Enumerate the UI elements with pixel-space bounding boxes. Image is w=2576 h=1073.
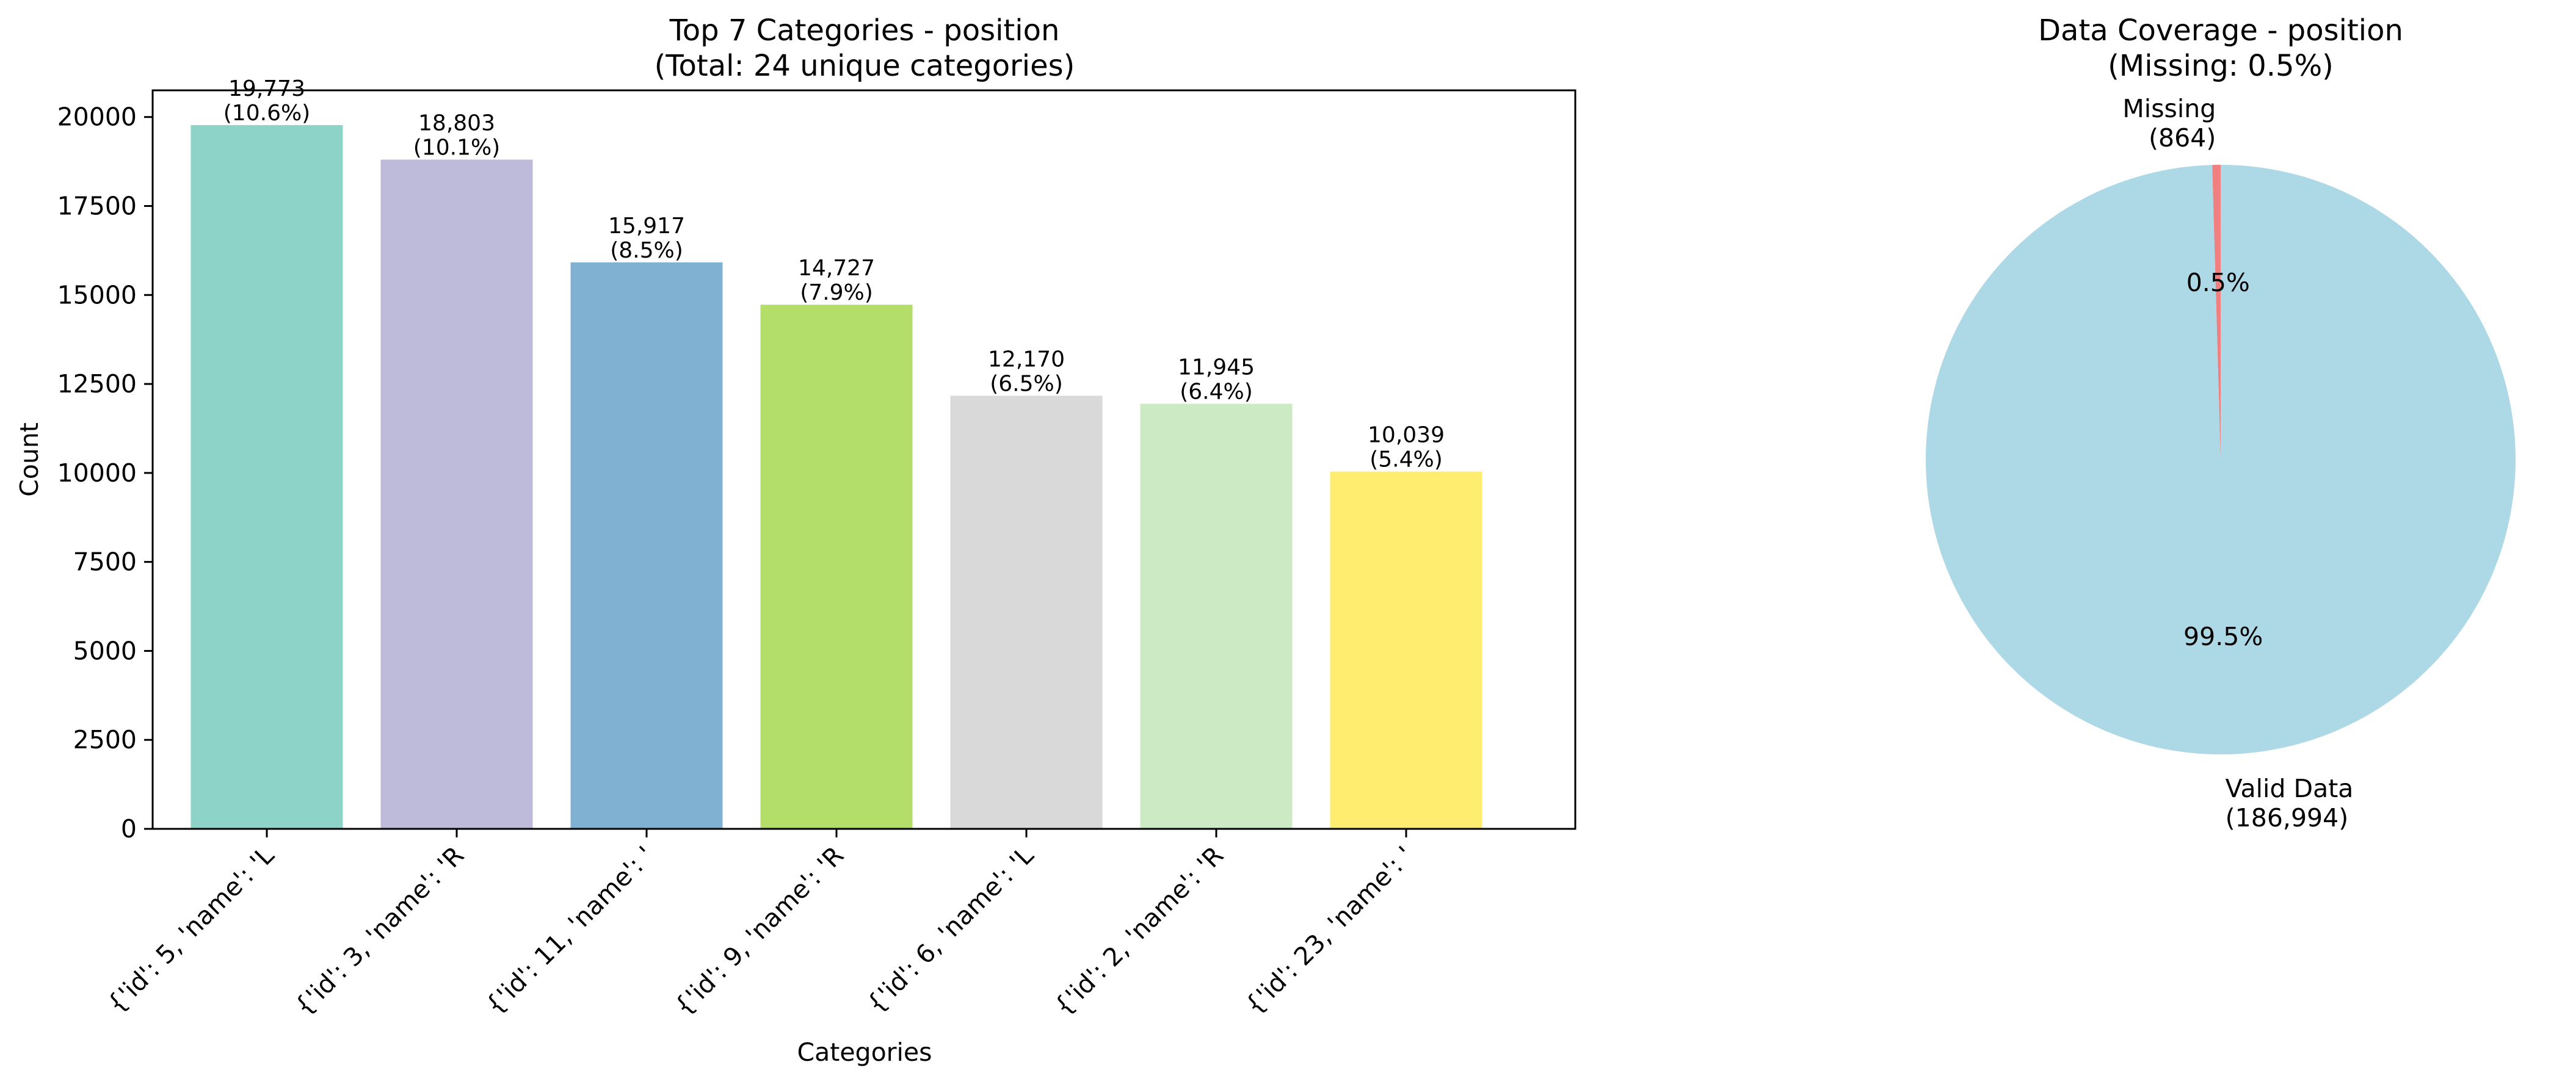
x-axis-label: Categories (797, 1038, 932, 1067)
plot-frame (151, 89, 1576, 830)
bar-value-label: 14,727 (798, 256, 875, 281)
x-tick-label: {'id': 23, 'name': ' (1239, 840, 1419, 1020)
pie-slice-layer (1926, 165, 2516, 754)
bar-percent-label: (8.5%) (610, 238, 683, 263)
pie-label-layer: 0.5% Missing(864) 99.5% Valid Data(186,994) (2122, 94, 2353, 833)
bar (570, 262, 723, 829)
pie-slice-label: Missing (2122, 94, 2216, 123)
bar-chart-title: Top 7 Categories - position (669, 13, 1060, 48)
bar-value-label: 11,945 (1178, 355, 1255, 380)
y-tick-label: 5000 (73, 636, 137, 665)
bar (1330, 471, 1482, 829)
bar (380, 159, 533, 829)
bar-percent-label: (10.1%) (413, 135, 500, 161)
y-tick-label: 15000 (57, 280, 137, 309)
x-axis: {'id': 5, 'name': 'L {'id': 3, 'name': 'R… (101, 829, 1419, 1021)
y-tick-label: 0 (121, 814, 137, 844)
y-tick-label: 20000 (57, 103, 137, 132)
x-tick-label: {'id': 3, 'name': 'R (289, 840, 470, 1021)
bar (1140, 403, 1293, 829)
y-axis-label: Count (15, 422, 44, 497)
bar-percent-label: (10.6%) (223, 101, 310, 126)
bar-layer (190, 125, 1482, 829)
y-axis: 0 2500 5000 7500 10000 12500 15000 17500 20000 (57, 103, 153, 844)
x-tick-label: {'id': 6, 'name': 'L (861, 840, 1039, 1019)
y-tick-label: 2500 (73, 725, 137, 754)
bar-chart: Top 7 Categories - position (Total: 24 u… (15, 13, 1576, 1067)
pie-chart: Data Coverage - position (Missing: 0.5%)… (1926, 13, 2516, 833)
y-tick-label: 10000 (57, 458, 137, 488)
bar-value-label: 19,773 (228, 76, 305, 101)
x-tick-label: {'id': 9, 'name': 'R (669, 840, 849, 1021)
bar-percent-label: (6.5%) (990, 371, 1063, 396)
pie-chart-subtitle: (Missing: 0.5%) (2108, 49, 2334, 83)
pie-slice (2212, 165, 2221, 460)
bar (950, 396, 1103, 829)
y-tick-label: 12500 (57, 369, 137, 399)
bar-value-label: 18,803 (418, 111, 495, 136)
bar-value-label: 15,917 (608, 214, 685, 239)
bar-value-label: 12,170 (988, 347, 1065, 372)
x-tick-label: {'id': 5, 'name': 'L (101, 840, 280, 1019)
pie-slice (1926, 165, 2516, 754)
bar-value-label: 10,039 (1368, 423, 1445, 448)
bar (760, 305, 913, 829)
y-tick-label: 7500 (73, 547, 137, 577)
x-tick-label: {'id': 11, 'name': ' (480, 840, 659, 1020)
pie-slice-count: (864) (2149, 123, 2216, 153)
pie-chart-title: Data Coverage - position (2038, 13, 2403, 48)
bar-label-layer: 19,773(10.6%) 18,803(10.1%) 15,917(8.5%) 14… (223, 76, 1445, 472)
pie-percent-label: 0.5% (2186, 268, 2250, 297)
pie-slice-label: Valid Data (2226, 774, 2354, 803)
pie-slice-count: (186,994) (2226, 803, 2349, 833)
bar-chart-subtitle: (Total: 24 unique categories) (655, 49, 1075, 83)
bar-percent-label: (7.9%) (800, 280, 873, 305)
bar (190, 125, 343, 829)
x-tick-label: {'id': 2, 'name': 'R (1048, 840, 1229, 1021)
bar-percent-label: (5.4%) (1370, 447, 1443, 472)
pie-percent-label: 99.5% (2183, 622, 2263, 651)
bar-percent-label: (6.4%) (1180, 379, 1253, 404)
y-tick-label: 17500 (57, 192, 137, 221)
